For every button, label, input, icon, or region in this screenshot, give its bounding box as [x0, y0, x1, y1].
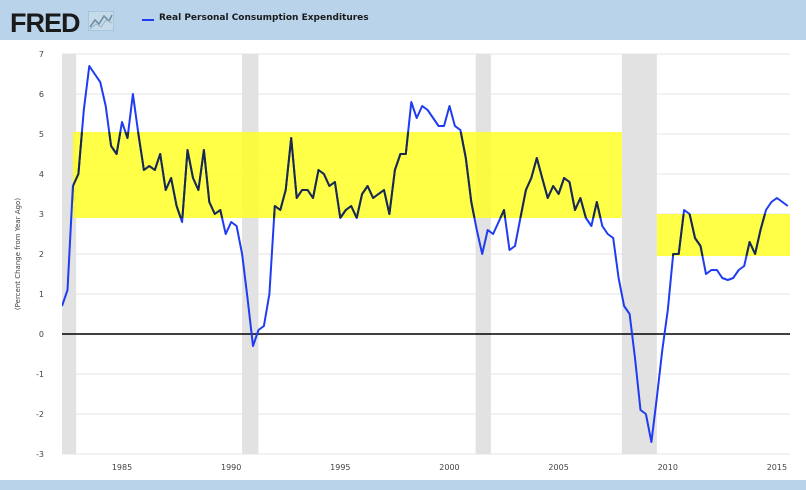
line-chart[interactable]: -3 -2 -1 0 1 2 3 4 5 6 7 1985 1990 1995 2000 2005 2010 20… [0, 40, 806, 480]
recession-shade [621, 54, 657, 454]
recession-shade [242, 54, 259, 454]
highlight-band [656, 214, 790, 256]
y-tick-label: 6 [39, 90, 44, 99]
y-tick-label: 2 [39, 250, 44, 259]
legend-label: Real Personal Consumption Expenditures [159, 13, 369, 23]
x-tick-label: 2010 [658, 463, 678, 472]
y-tick-label: 1 [39, 290, 44, 299]
y-tick-label: -3 [36, 450, 44, 459]
x-tick-label: 2000 [439, 463, 459, 472]
highlight-band [72, 132, 622, 218]
legend-swatch [142, 19, 154, 21]
header-bar: FRED Real Personal Consumption Expenditu… [0, 0, 806, 40]
fred-logo[interactable]: FRED [10, 8, 80, 38]
y-tick-label: -1 [36, 370, 44, 379]
y-tick-label: 0 [39, 330, 44, 339]
logo-chart-icon [88, 11, 114, 31]
x-tick-label: 1995 [330, 463, 350, 472]
y-axis-label: (Percent Change from Year Ago) [14, 198, 22, 310]
x-tick-label: 2005 [548, 463, 568, 472]
y-tick-label: -2 [36, 410, 44, 419]
x-tick-label: 1990 [221, 463, 241, 472]
x-tick-label: 2015 [767, 463, 787, 472]
x-tick-label: 1985 [112, 463, 132, 472]
y-tick-label: 4 [39, 170, 44, 179]
range-selector-strip[interactable] [0, 480, 806, 490]
y-tick-label: 5 [39, 130, 44, 139]
series-line-in-band [72, 132, 602, 218]
plot-panel: -3 -2 -1 0 1 2 3 4 5 6 7 1985 1990 1995 2000 2005 2010 20… [0, 40, 806, 480]
y-tick-label: 3 [39, 210, 44, 219]
y-tick-label: 7 [39, 50, 44, 59]
recession-shade [475, 54, 491, 454]
